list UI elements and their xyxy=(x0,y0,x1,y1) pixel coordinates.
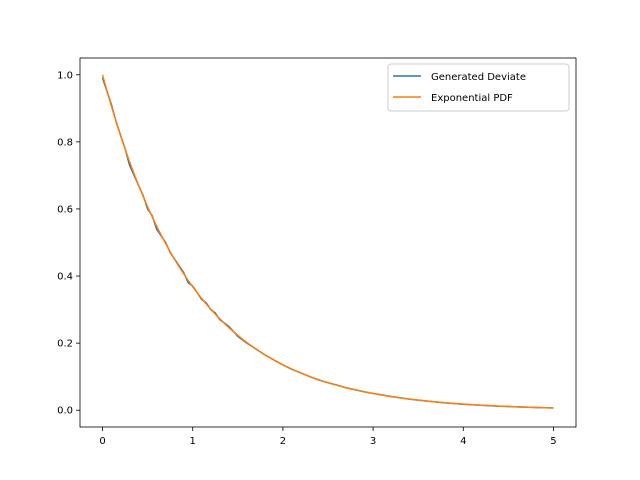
legend-box xyxy=(387,63,570,112)
x-tick-label: 5 xyxy=(550,436,556,447)
y-tick-label: 0.8 xyxy=(57,137,73,148)
y-axis: 0.0 0.2 0.4 0.6 0.8 1.0 xyxy=(57,70,80,417)
y-tick-label: 1.0 xyxy=(57,70,73,81)
y-tick-label: 0.4 xyxy=(57,272,73,283)
x-tick-label: 2 xyxy=(280,436,286,447)
y-tick-label: 0.6 xyxy=(57,204,73,215)
x-tick-label: 1 xyxy=(190,436,196,447)
axes-frame xyxy=(79,57,577,428)
x-axis: 0 1 2 3 4 5 xyxy=(99,427,557,447)
y-tick-label: 0.0 xyxy=(57,406,73,417)
legend-label-exponential-pdf: Exponential PDF xyxy=(431,93,513,104)
legend: Generated Deviate Exponential PDF xyxy=(387,63,570,112)
y-tick-label: 0.2 xyxy=(57,339,73,350)
legend-label-generated-deviate: Generated Deviate xyxy=(431,72,526,83)
x-tick-label: 0 xyxy=(99,436,105,447)
x-tick-label: 3 xyxy=(370,436,376,447)
series-line-exponential-pdf xyxy=(101,74,554,409)
plot-area xyxy=(101,74,554,409)
x-tick-label: 4 xyxy=(460,436,466,447)
